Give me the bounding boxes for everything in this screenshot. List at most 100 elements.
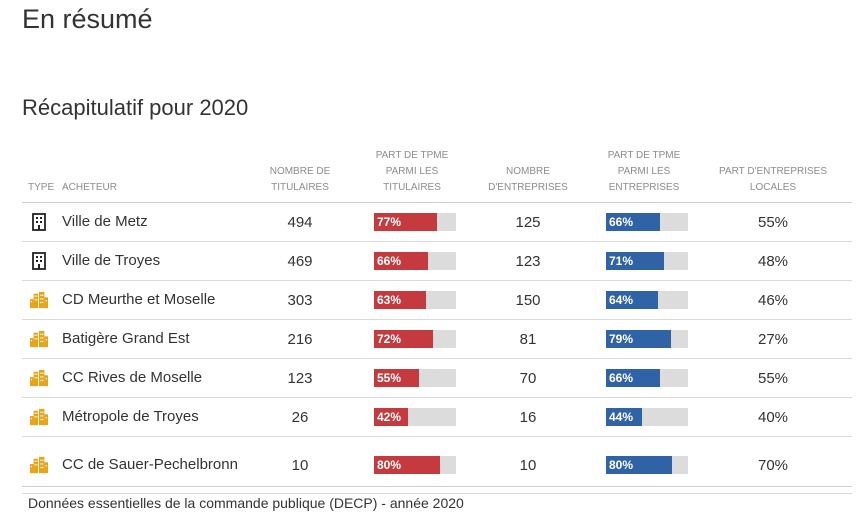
type-cell <box>22 203 56 241</box>
bar-label: 77% <box>377 215 402 229</box>
buyer-name[interactable]: CD Meurthe et Moselle <box>62 291 216 308</box>
header-entreprises: NOMBRE D'ENTREPRISES <box>488 166 568 193</box>
entreprises-count: 70 <box>519 369 537 387</box>
tpme-titulaires-bar: 72% <box>374 330 456 348</box>
tpme-entreprises-bar: 64% <box>606 291 688 309</box>
table-row: CD Meurthe et Moselle 303 63% 150 64% 46… <box>22 281 852 320</box>
bar-fill <box>374 330 434 348</box>
bar-fill <box>374 291 426 309</box>
entreprises-count: 150 <box>515 291 541 309</box>
tpme-entreprises-bar: 80% <box>606 456 688 474</box>
tpme-titulaires-cell: 80% <box>374 437 458 493</box>
buyer-name[interactable]: Ville de Troyes <box>62 252 161 269</box>
tpme-titulaires-bar: 42% <box>374 408 456 426</box>
tpme-titulaires-bar: 80% <box>374 456 456 474</box>
titulaires-count: 123 <box>287 369 313 387</box>
bar-label: 66% <box>377 254 402 268</box>
bar-fill <box>374 213 438 231</box>
bar-label: 66% <box>609 215 634 229</box>
table-row: CC de Sauer-Pechelbronn 10 80% 10 80% 70… <box>22 437 852 494</box>
tpme-entreprises-cell: 80% <box>606 437 690 493</box>
tpme-titulaires-cell: 55% <box>374 359 458 397</box>
tpme-entreprises-cell: 44% <box>606 398 690 436</box>
buyer-name[interactable]: CC Rives de Moselle <box>62 369 203 386</box>
bar-label: 72% <box>377 332 402 346</box>
bar-fill <box>606 330 671 348</box>
section-title: Récapitulatif pour 2020 <box>22 95 249 120</box>
locales-share: 55% <box>757 369 789 387</box>
header-titulaires: NOMBRE DE TITULAIRES <box>269 166 331 193</box>
tpme-entreprises-bar: 71% <box>606 252 688 270</box>
titulaires-count: 216 <box>287 330 313 348</box>
bar-fill <box>606 252 665 270</box>
buyer-name[interactable]: Batigère Grand Est <box>62 330 190 347</box>
table-row: Batigère Grand Est 216 72% 81 79% 27% <box>22 320 852 359</box>
tpme-entreprises-bar: 66% <box>606 369 688 387</box>
type-cell <box>22 242 56 280</box>
page-title: En résumé <box>22 4 153 34</box>
bar-fill <box>374 456 440 474</box>
type-cell <box>22 437 56 493</box>
entreprises-count: 16 <box>519 408 537 426</box>
tpme-entreprises-bar: 79% <box>606 330 688 348</box>
type-cell <box>22 281 56 319</box>
tpme-entreprises-cell: 71% <box>606 242 690 280</box>
locales-share: 55% <box>757 213 789 231</box>
bar-label: 42% <box>377 410 402 424</box>
bar-label: 44% <box>609 410 634 424</box>
bar-label: 63% <box>377 293 402 307</box>
bar-fill <box>606 291 659 309</box>
city-icon <box>30 330 48 348</box>
bar-label: 71% <box>609 254 634 268</box>
bar-fill <box>606 408 643 426</box>
type-cell <box>22 359 56 397</box>
header-type: TYPE <box>28 182 55 193</box>
header-buyer: ACHETEUR <box>62 182 118 193</box>
building-icon <box>30 213 48 231</box>
entreprises-count: 81 <box>519 330 537 348</box>
table-row: Ville de Troyes 469 66% 123 71% 48% <box>22 242 852 281</box>
buyer-name[interactable]: CC de Sauer-Pechelbronn <box>62 456 238 473</box>
bar-label: 79% <box>609 332 634 346</box>
tpme-titulaires-cell: 77% <box>374 203 458 241</box>
entreprises-count: 125 <box>515 213 541 231</box>
tpme-entreprises-bar: 44% <box>606 408 688 426</box>
bar-label: 80% <box>609 458 634 472</box>
tpme-titulaires-cell: 72% <box>374 320 458 358</box>
locales-share: 48% <box>757 252 789 270</box>
table-body: Ville de Metz 494 77% 125 66% 55% Ville … <box>22 203 852 494</box>
city-icon <box>30 291 48 309</box>
tpme-titulaires-cell: 42% <box>374 398 458 436</box>
tpme-titulaires-bar: 63% <box>374 291 456 309</box>
header-tpme-titulaires: PART DE TPME PARMI LES TITULAIRES <box>375 150 449 193</box>
type-cell <box>22 320 56 358</box>
bar-label: 55% <box>377 371 402 385</box>
table-row: CC Rives de Moselle 123 55% 70 66% 55% <box>22 359 852 398</box>
source-note: Données essentielles de la commande publ… <box>28 495 464 511</box>
header-tpme-entreprises: PART DE TPME PARMI LES ENTREPRISES <box>607 150 681 193</box>
building-icon <box>30 252 48 270</box>
bar-label: 66% <box>609 371 634 385</box>
table-row: Ville de Metz 494 77% 125 66% 55% <box>22 203 852 242</box>
buyer-name[interactable]: Métropole de Troyes <box>62 408 199 425</box>
titulaires-count: 303 <box>287 291 313 309</box>
tpme-entreprises-cell: 79% <box>606 320 690 358</box>
bar-label: 80% <box>377 458 402 472</box>
tpme-titulaires-bar: 55% <box>374 369 456 387</box>
buyer-name[interactable]: Ville de Metz <box>62 213 148 230</box>
locales-share: 46% <box>757 291 789 309</box>
locales-share: 40% <box>757 408 789 426</box>
bar-fill <box>374 252 429 270</box>
table-header: TYPE ACHETEUR NOMBRE DE TITULAIRES PART … <box>22 148 852 203</box>
tpme-titulaires-cell: 66% <box>374 242 458 280</box>
locales-share: 70% <box>757 456 789 474</box>
city-icon <box>30 369 48 387</box>
titulaires-count: 10 <box>291 456 309 474</box>
bar-fill <box>606 213 661 231</box>
tpme-titulaires-cell: 63% <box>374 281 458 319</box>
bar-fill <box>606 456 672 474</box>
city-icon <box>30 456 48 474</box>
tpme-entreprises-bar: 66% <box>606 213 688 231</box>
header-locales: PART D'ENTREPRISES LOCALES <box>718 166 828 193</box>
titulaires-count: 469 <box>287 252 313 270</box>
